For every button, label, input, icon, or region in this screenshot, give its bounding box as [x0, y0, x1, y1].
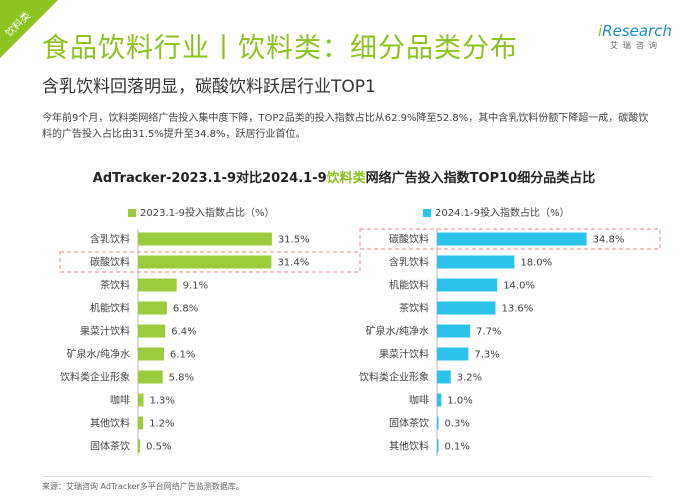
category-label-0-3: 机能饮料 [90, 302, 130, 315]
chart-title-after: 网络广告投入指数TOP10细分品类占比 [365, 171, 596, 186]
legend-label-2023: 2023.1-9投入指数占比（%） [140, 208, 275, 219]
category-label-0-1: 碳酸饮料 [90, 256, 130, 269]
value-label-1-0: 34.8% [593, 235, 625, 246]
bar-0-9 [138, 439, 141, 453]
bar-0-2 [138, 278, 177, 292]
bar-0-4 [138, 324, 166, 338]
value-label-1-7: 1.0% [447, 396, 472, 407]
value-label-0-5: 6.1% [170, 350, 195, 361]
footer-divider [42, 476, 652, 477]
description: 今年前9个月，饮料类网络广告投入集中度下降，TOP2品类的投入指数占比从62.9… [42, 113, 649, 140]
logo-prefix: i [598, 22, 603, 40]
bar-0-8 [138, 416, 144, 430]
legend-swatch-2024 [423, 209, 431, 217]
category-label-1-5: 果菜汁饮料 [379, 348, 429, 361]
category-label-1-6: 饮料类企业形象 [359, 371, 429, 384]
iresearch-logo: iResearch 艾瑞咨询 [598, 22, 672, 52]
highlight-box-1 [359, 228, 661, 250]
highlight-box-0 [59, 251, 361, 273]
page-title: 食品饮料行业丨饮料类：细分品类分布 [42, 33, 518, 64]
value-label-1-3: 13.6% [501, 304, 533, 315]
category-label-1-7: 咖啡 [409, 395, 429, 407]
logo-sub: 艾瑞咨询 [610, 41, 662, 50]
bar-1-2 [437, 278, 498, 292]
chart-title-before: AdTracker-2023.1-9对比2024.1-9 [92, 171, 327, 186]
source-note: 来源：艾瑞咨询 AdTracker多平台网络广告监测数据库。 [42, 482, 244, 491]
bar-1-7 [437, 393, 442, 407]
legend-right: 2024.1-9投入指数占比（%） [423, 204, 569, 219]
corner-badge [0, 0, 58, 58]
bar-0-3 [138, 301, 167, 315]
category-label-1-9: 其他饮料 [389, 440, 429, 453]
category-label-1-8: 固体茶饮 [389, 417, 429, 430]
bar-1-4 [437, 324, 471, 338]
chart-title: AdTracker-2023.1-9对比2024.1-9饮料类网络广告投入指数T… [0, 167, 688, 186]
legend-label-2024: 2024.1-9投入指数占比（%） [435, 208, 570, 219]
value-label-0-3: 6.8% [173, 304, 198, 315]
bar-1-1 [437, 255, 515, 269]
bar-1-5 [437, 347, 469, 361]
category-label-1-3: 茶饮料 [399, 302, 429, 315]
value-label-0-1: 31.4% [277, 258, 309, 269]
value-label-0-7: 1.3% [150, 396, 175, 407]
value-label-1-4: 7.7% [476, 327, 501, 338]
category-label-0-4: 果菜汁饮料 [80, 325, 130, 338]
bar-1-0 [437, 232, 587, 246]
value-label-0-9: 0.5% [146, 442, 171, 453]
category-label-1-4: 矿泉水/纯净水 [366, 325, 429, 338]
bar-0-6 [138, 370, 163, 384]
bar-0-7 [138, 393, 144, 407]
value-label-0-2: 9.1% [183, 281, 208, 292]
bar-1-9 [437, 439, 439, 453]
value-label-1-2: 14.0% [503, 281, 535, 292]
category-label-1-2: 机能饮料 [389, 279, 429, 292]
category-label-0-8: 其他饮料 [90, 417, 130, 430]
value-label-1-6: 3.2% [457, 373, 482, 384]
legend-swatch-2023 [128, 209, 136, 217]
legend-left: 2023.1-9投入指数占比（%） [128, 204, 274, 219]
value-label-1-9: 0.1% [445, 442, 470, 453]
bar-0-0 [138, 232, 272, 246]
value-label-0-0: 31.5% [278, 235, 310, 246]
category-label-0-5: 矿泉水/纯净水 [67, 348, 130, 361]
category-label-1-0: 碳酸饮料 [389, 233, 429, 246]
bar-1-8 [437, 416, 439, 430]
value-label-0-4: 6.4% [171, 327, 196, 338]
bar-0-1 [138, 255, 272, 269]
value-label-0-6: 5.8% [169, 373, 194, 384]
value-label-1-5: 7.3% [474, 350, 499, 361]
category-label-0-7: 咖啡 [110, 395, 130, 407]
bar-0-5 [138, 347, 164, 361]
category-label-1-1: 含乳饮料 [389, 256, 429, 269]
category-label-0-6: 饮料类企业形象 [60, 371, 130, 384]
category-label-0-9: 固体茶饮 [90, 440, 130, 453]
bar-1-6 [437, 370, 451, 384]
chart-title-highlight: 饮料类 [326, 171, 366, 186]
logo-name: Research [602, 22, 672, 40]
value-label-1-8: 0.3% [445, 419, 470, 430]
category-label-0-0: 含乳饮料 [90, 233, 130, 246]
bar-1-3 [437, 301, 496, 315]
category-label-0-2: 茶饮料 [100, 279, 130, 292]
page-subtitle: 含乳饮料回落明显，碳酸饮料跃居行业TOP1 [42, 77, 376, 97]
value-label-0-8: 1.2% [149, 419, 174, 430]
value-label-1-1: 18.0% [520, 258, 552, 269]
